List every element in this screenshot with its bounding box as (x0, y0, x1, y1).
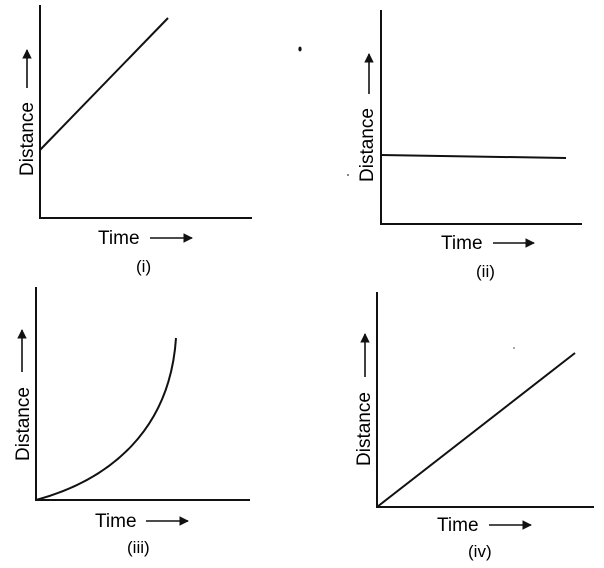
y-axis-label-i: Distance (17, 49, 38, 176)
y-axis-label-ii: Distance (357, 53, 378, 182)
y-axis-label-iii: Distance (13, 329, 34, 461)
x-axis-title-ii: Time (441, 233, 483, 254)
graph-panel-iv: Distance Time (iv) (354, 292, 594, 561)
x-axis-label-i: Time (98, 228, 193, 249)
scan-specks (298, 46, 515, 349)
y-axis-title-ii: Distance (357, 108, 378, 182)
x-axis-title-iii: Time (95, 511, 137, 532)
scan-speck (347, 174, 349, 176)
distance-time-curve-iii (35, 337, 177, 501)
axes-i (39, 5, 252, 219)
distance-time-line-i (39, 17, 169, 151)
axes-iv (376, 292, 594, 508)
graph-panel-iii: Distance Time (iii) (13, 287, 250, 557)
x-axis-label-iv: Time (437, 515, 532, 536)
panel-caption-iv: (iv) (468, 542, 492, 561)
distance-time-line-iv (376, 352, 576, 508)
x-axis-label-iii: Time (95, 511, 189, 532)
x-axis-label-ii: Time (441, 233, 535, 254)
y-axis-title-iv: Distance (354, 392, 375, 466)
y-axis-title-iii: Distance (13, 387, 34, 461)
x-axis-title-i: Time (98, 228, 140, 249)
distance-time-line-ii (380, 154, 567, 159)
axes-ii (380, 10, 582, 225)
scan-speck (298, 46, 302, 52)
graph-panel-i: Distance Time (i) (17, 5, 252, 276)
axes-iii (35, 287, 250, 501)
panel-caption-iii: (iii) (127, 538, 150, 557)
panel-caption-ii: (ii) (476, 262, 495, 281)
y-axis-title-i: Distance (17, 102, 38, 176)
scan-speck (513, 347, 515, 349)
y-axis-label-iv: Distance (354, 333, 375, 466)
graph-panel-ii: Distance Time (ii) (357, 10, 582, 281)
x-axis-title-iv: Time (437, 515, 479, 536)
panel-caption-i: (i) (136, 257, 151, 276)
